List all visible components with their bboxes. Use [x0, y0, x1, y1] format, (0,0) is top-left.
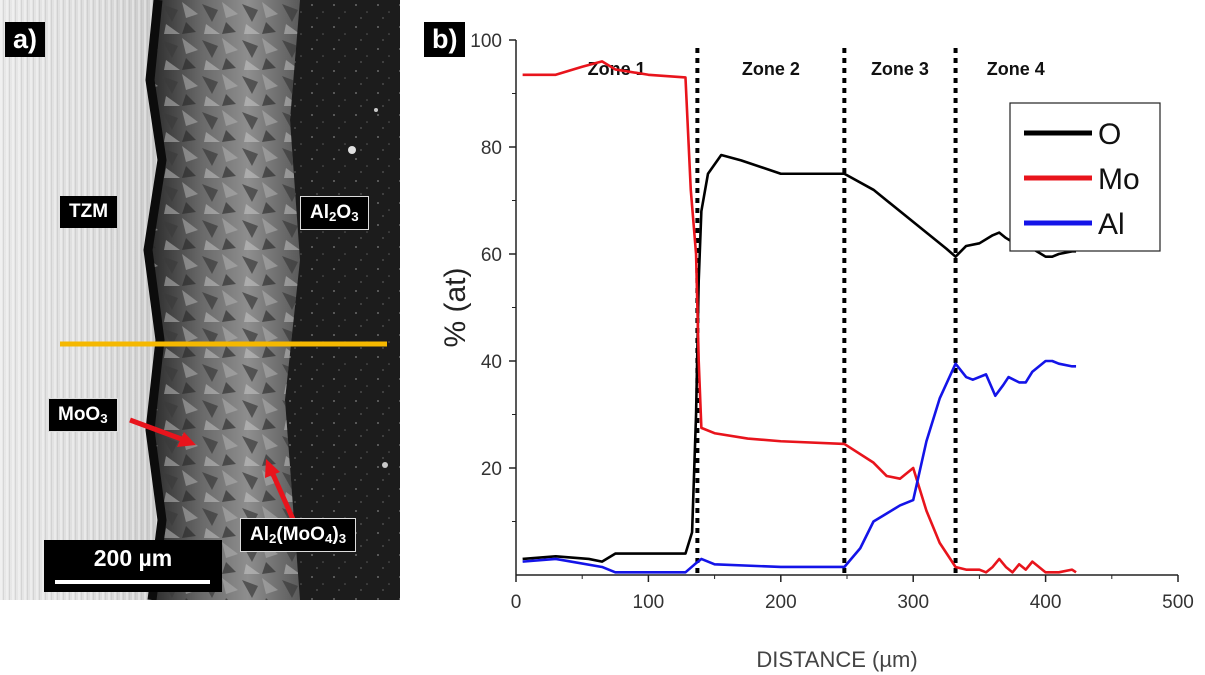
y-tick-label: 40 — [481, 352, 502, 373]
series-line-al — [522, 359, 1077, 574]
legend-label-o: O — [1098, 118, 1121, 151]
sem-micrograph — [0, 0, 400, 600]
y-axis-label: % (at) — [439, 267, 472, 347]
zone-label: Zone 3 — [871, 59, 929, 79]
panel-b-badge: b) — [424, 22, 466, 57]
legend-label-al: Al — [1098, 208, 1125, 241]
x-tick-label: 0 — [511, 592, 522, 613]
x-tick-label: 200 — [765, 592, 797, 613]
al2moo43-label: Al2(MoO4)3 — [240, 518, 357, 552]
y-tick-label: 100 — [470, 31, 502, 52]
y-tick-label: 60 — [481, 245, 502, 266]
zone-label: Zone 2 — [742, 59, 800, 79]
panel-a: a) TZM Al2O3 MoO3 Al2(MoO4)3 200 µm — [0, 0, 400, 600]
element-profile-chart: 0 100 200 300 400 500 20 40 60 80 100 DISTANCE (µm)… — [439, 31, 1194, 672]
panel-b: b) 0 100 200 300 400 500 20 40 60 80 100 DISTANCE (… — [420, 0, 1205, 675]
panel-a-badge: a) — [5, 22, 46, 57]
y-tick-label: 80 — [481, 138, 502, 159]
moo3-label: MoO3 — [48, 398, 118, 432]
x-tick-label: 300 — [897, 592, 929, 613]
x-tick-label: 500 — [1162, 592, 1194, 613]
legend-label-mo: Mo — [1098, 163, 1140, 196]
x-tick-label: 100 — [633, 592, 665, 613]
x-tick-label: 400 — [1030, 592, 1062, 613]
y-tick-label: 20 — [481, 459, 502, 480]
series-line-mo — [522, 60, 1077, 574]
x-axis-label: DISTANCE (µm) — [756, 647, 917, 672]
series-line-o — [522, 153, 1077, 563]
al2o3-label: Al2O3 — [300, 196, 369, 230]
scale-bar-label: 200 µm — [93, 545, 173, 571]
zone-label: Zone 4 — [987, 59, 1045, 79]
tzm-label: TZM — [60, 196, 118, 228]
